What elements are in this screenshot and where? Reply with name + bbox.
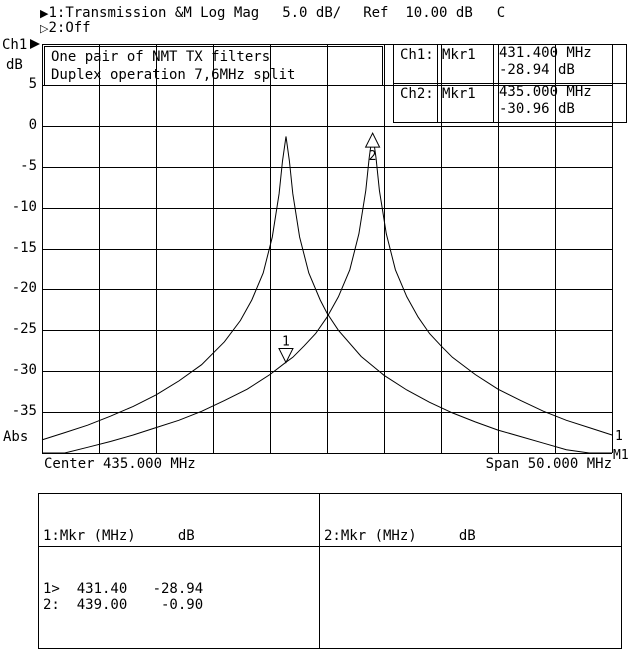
channel2-status-line: ▷2:Off — [40, 20, 91, 36]
readout-channel: Ch2: — [394, 84, 438, 122]
span-frequency-label: Span 50.000 MHz — [485, 456, 612, 472]
user-annotation-box: One pair of NMT TX filters Duplex operati… — [44, 46, 383, 86]
marker-triangle-up-icon — [364, 132, 381, 148]
abs-label: Abs — [3, 429, 29, 445]
marker-table-ch1-rows: 1> 431.40 -28.94 2: 439.00 -0.90 — [39, 579, 319, 613]
readout-row: Ch1: Mkr1 431.400 MHz -28.94 dB — [394, 45, 626, 83]
marker-table-row: 2: 439.00 -0.90 — [43, 597, 204, 613]
marker-table-ch2-rows — [320, 579, 621, 581]
channel1-status-line: ▶1:Transmission &M Log Mag 5.0 dB/Ref 10.… — [40, 5, 505, 21]
marker-table-row: 1> 431.40 -28.94 — [43, 581, 204, 597]
ref-level-indicator-icon — [30, 39, 40, 49]
y-tick-label: -25 — [11, 321, 37, 338]
annotation-line2: Duplex operation 7,6MHz split — [51, 67, 296, 83]
calibration-status: C — [496, 5, 506, 21]
y-units-label: dB — [6, 57, 23, 73]
center-frequency-label: Center 435.000 MHz — [44, 456, 196, 472]
memory1-edge-label: M1 — [613, 448, 629, 463]
ch1-scale-per-div: 5.0 dB/ — [282, 5, 342, 21]
marker-table-ch1-header: 1:Mkr (MHz) dB — [39, 526, 319, 547]
ch1-reference-level: Ref 10.00 dB — [363, 5, 473, 21]
inactive-channel-arrow-icon: ▷ — [40, 22, 49, 35]
ch1-measurement-format: 1:Transmission &M Log Mag — [48, 5, 260, 21]
marker-number-label: 1 — [282, 335, 290, 350]
y-tick-label: -20 — [11, 280, 37, 297]
ch2-state: 2:Off — [48, 20, 91, 36]
marker-readout-box: Ch1: Mkr1 431.400 MHz -28.94 dB Ch2: Mkr1 435… — [393, 44, 627, 123]
data-trace — [42, 133, 613, 454]
y-tick-label: -5 — [20, 157, 37, 174]
memory-trace — [41, 136, 612, 454]
marker-number-label: 2 — [369, 149, 377, 164]
readout-marker-name: Mkr1 — [438, 84, 494, 122]
active-channel-arrow-icon: ▶ — [40, 7, 49, 20]
annotation-line1: One pair of NMT TX filters — [51, 49, 271, 65]
y-tick-label: -15 — [11, 239, 37, 256]
readout-values: 431.400 MHz -28.94 dB — [499, 45, 592, 78]
y-tick-label: 0 — [28, 116, 37, 133]
marker-triangle-down-icon — [278, 348, 294, 364]
marker-value-table: 1:Mkr (MHz) dB 1> 431.40 -28.94 2: 439.00… — [38, 493, 622, 649]
marker-table-ch2-header: 2:Mkr (MHz) dB — [320, 526, 621, 547]
marker-table-ch2-column: 2:Mkr (MHz) dB — [320, 494, 621, 648]
marker-table-ch1-column: 1:Mkr (MHz) dB 1> 431.40 -28.94 2: 439.00… — [39, 494, 320, 648]
y-tick-label: -30 — [11, 362, 37, 379]
trace1-edge-label: 1 — [615, 429, 623, 444]
readout-row: Ch2: Mkr1 435.000 MHz -30.96 dB — [394, 83, 626, 122]
readout-values: 435.000 MHz -30.96 dB — [499, 84, 592, 117]
y-tick-label: -35 — [11, 403, 37, 420]
y-tick-label: 5 — [28, 75, 37, 92]
y-tick-label: -10 — [11, 198, 37, 215]
channel-label: Ch1 — [2, 37, 28, 53]
readout-channel: Ch1: — [394, 45, 438, 83]
readout-marker-name: Mkr1 — [438, 45, 494, 83]
